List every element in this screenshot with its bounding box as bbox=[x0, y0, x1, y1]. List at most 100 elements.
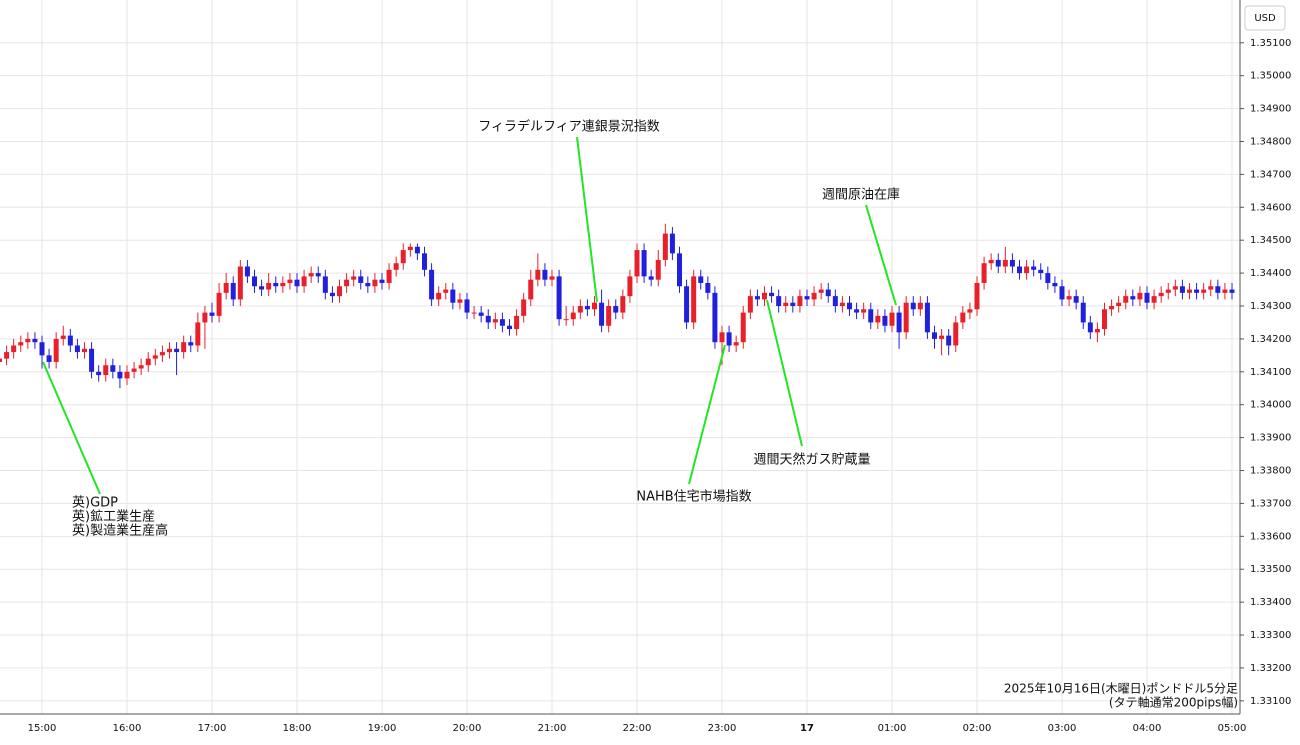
candle-body bbox=[684, 286, 690, 323]
price-axis bbox=[1240, 0, 1300, 745]
candle-body bbox=[53, 338, 59, 362]
candle-body bbox=[181, 342, 187, 353]
candle-body bbox=[174, 348, 180, 353]
candle-body bbox=[11, 345, 17, 353]
candle-body bbox=[1017, 266, 1022, 274]
x-tick-label: 17 bbox=[800, 723, 814, 734]
candle-body bbox=[797, 296, 803, 306]
candle-body bbox=[641, 250, 647, 277]
candle-body bbox=[167, 348, 172, 353]
y-tick-label: 1.33300 bbox=[1250, 630, 1291, 641]
candle-body bbox=[1144, 292, 1150, 303]
candle-body bbox=[1187, 289, 1192, 293]
candle-body bbox=[429, 269, 435, 300]
candle-body bbox=[365, 282, 371, 287]
candle-body bbox=[195, 322, 201, 346]
candle-body bbox=[705, 282, 711, 293]
candles bbox=[0, 223, 1235, 389]
candle-body bbox=[1024, 266, 1030, 274]
y-tick-label: 1.33200 bbox=[1250, 663, 1291, 674]
annotation-text: NAHB住宅市場指数 bbox=[636, 489, 751, 505]
candle-body bbox=[145, 358, 151, 366]
candle-body bbox=[96, 371, 102, 376]
annotation-text: 英)鉱工業生産 bbox=[72, 509, 155, 525]
x-tick-label: 19:00 bbox=[368, 723, 397, 734]
x-tick-label: 01:00 bbox=[878, 723, 907, 734]
annotation-text: 英)GDP bbox=[72, 496, 118, 511]
candle-body bbox=[769, 292, 775, 297]
candle-body bbox=[485, 315, 491, 323]
caption: 2025年10月16日(木曜日)ポンドドル5分足 bbox=[1004, 682, 1238, 696]
annotation-line bbox=[42, 361, 101, 495]
x-axis: 15:00 16:00 17:00 18:00 19:00 20:00 21:00 22:00… bbox=[28, 723, 1247, 734]
candle-body bbox=[1109, 306, 1115, 310]
candle-body bbox=[1038, 269, 1044, 274]
candle-body bbox=[499, 319, 505, 326]
candle-body bbox=[230, 282, 236, 300]
annotation-text: フィラデルフィア連銀景況指数 bbox=[478, 119, 659, 135]
candle-body bbox=[1002, 259, 1008, 267]
y-tick-label: 1.34100 bbox=[1250, 367, 1291, 378]
candle-body bbox=[1229, 289, 1235, 293]
currency-label: USD bbox=[1254, 13, 1276, 24]
candle-body bbox=[1009, 259, 1015, 267]
y-tick-label: 1.34500 bbox=[1250, 235, 1291, 246]
candle-body bbox=[592, 302, 597, 310]
candle-body bbox=[1123, 296, 1129, 303]
candle-body bbox=[1102, 309, 1107, 330]
candle-body bbox=[599, 302, 605, 326]
y-tick-label: 1.34300 bbox=[1250, 301, 1291, 312]
y-tick-label: 1.33500 bbox=[1250, 564, 1291, 575]
candle-body bbox=[981, 263, 987, 283]
candle-body bbox=[344, 279, 350, 287]
candle-body bbox=[1215, 286, 1221, 293]
candle-body bbox=[124, 371, 130, 379]
candle-body bbox=[691, 276, 697, 323]
candle-body bbox=[358, 276, 364, 283]
candle-body bbox=[776, 296, 782, 306]
candle-body bbox=[457, 299, 463, 303]
candle-body bbox=[1194, 289, 1200, 293]
candle-body bbox=[570, 312, 576, 320]
x-tick-label: 22:00 bbox=[623, 723, 652, 734]
candle-body bbox=[1158, 292, 1164, 297]
candle-body bbox=[939, 335, 945, 339]
candle-body bbox=[783, 302, 789, 306]
y-tick-label: 1.33400 bbox=[1250, 597, 1291, 608]
candle-body bbox=[237, 266, 243, 300]
candle-body bbox=[301, 276, 307, 287]
x-tick-label: 04:00 bbox=[1133, 723, 1162, 734]
candle-body bbox=[903, 302, 909, 333]
candle-body bbox=[1116, 302, 1122, 306]
candle-body bbox=[507, 325, 512, 330]
x-tick-label: 02:00 bbox=[963, 723, 992, 734]
candle-body bbox=[924, 302, 930, 333]
candle-body bbox=[521, 299, 527, 316]
candle-body bbox=[932, 332, 937, 339]
candle-body bbox=[854, 309, 860, 313]
y-tick-label: 1.33900 bbox=[1250, 433, 1291, 444]
candle-body bbox=[259, 286, 265, 290]
candle-body bbox=[450, 289, 456, 303]
candle-body bbox=[861, 309, 867, 313]
candle-body bbox=[613, 306, 619, 313]
x-tick-label: 18:00 bbox=[283, 723, 312, 734]
candle-body bbox=[1208, 286, 1214, 290]
candle-body bbox=[329, 292, 335, 297]
candle-body bbox=[1094, 329, 1100, 333]
candle-body bbox=[464, 299, 470, 313]
candle-body bbox=[89, 348, 95, 372]
candle-body bbox=[677, 253, 682, 287]
y-tick-label: 1.33100 bbox=[1250, 696, 1291, 707]
x-tick-label: 23:00 bbox=[708, 723, 737, 734]
candle-body bbox=[1179, 286, 1185, 293]
candle-body bbox=[216, 292, 222, 316]
y-tick-label: 1.34700 bbox=[1250, 169, 1291, 180]
candle-body bbox=[280, 282, 286, 287]
x-tick-label: 05:00 bbox=[1218, 723, 1247, 734]
candle-body bbox=[528, 279, 534, 300]
x-tick-label: 20:00 bbox=[453, 723, 482, 734]
candle-body bbox=[39, 342, 45, 356]
candle-body bbox=[202, 312, 208, 323]
